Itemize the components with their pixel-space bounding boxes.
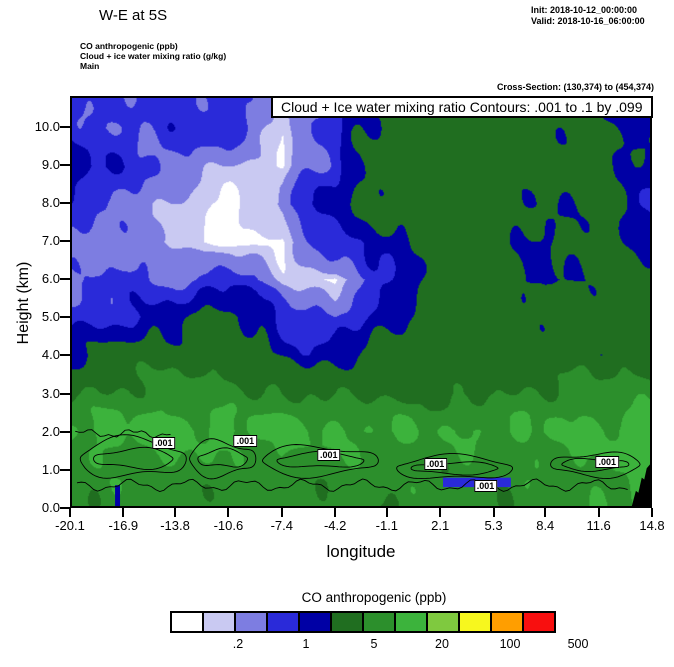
legend-swatch (170, 611, 204, 633)
x-tick-mark (227, 508, 230, 517)
legend-swatch (298, 611, 332, 633)
legend-boundary-label: 100 (499, 637, 521, 651)
field-line-cloud: Cloud + ice water mixing ratio (g/kg) (80, 51, 227, 61)
legend-swatch (362, 611, 396, 633)
x-tick-label: 2.1 (431, 518, 450, 533)
x-tick-label: 8.4 (536, 518, 555, 533)
cloud-contour-line (410, 461, 499, 476)
y-tick-label: 2.0 (41, 423, 60, 439)
terrain-silhouette (631, 464, 650, 506)
x-tick-label: -10.6 (213, 518, 244, 533)
contour-info-box: Cloud + Ice water mixing ratio Contours:… (271, 95, 653, 118)
x-tick-mark (651, 508, 653, 517)
legend-swatch (458, 611, 492, 633)
plot-area: Cloud + Ice water mixing ratio Contours:… (70, 95, 653, 508)
y-tick-mark (60, 316, 70, 319)
legend-swatch (330, 611, 364, 633)
y-tick-mark (60, 278, 70, 281)
x-tick-label: 5.3 (484, 518, 503, 533)
y-tick-mark (60, 163, 70, 166)
y-tick-mark (60, 125, 70, 128)
y-tick-mark (60, 239, 70, 242)
x-tick-label: -4.2 (323, 518, 347, 533)
x-tick-mark (174, 508, 177, 517)
legend-swatch (522, 611, 556, 633)
contour-value-label: .001 (423, 458, 448, 471)
co-detail-patch (115, 485, 121, 506)
y-tick-mark (60, 392, 70, 395)
legend-colorbar (170, 611, 556, 633)
legend-swatch (394, 611, 428, 633)
legend-swatch (202, 611, 236, 633)
init-time-text: Init: 2018-10-12_00:00:00 (531, 5, 638, 15)
cloud-contour-line (76, 478, 628, 493)
x-tick-label: -16.9 (108, 518, 139, 533)
contour-value-label: .001 (233, 435, 258, 448)
field-line-co: CO anthropogenic (ppb) (80, 41, 178, 51)
y-tick-mark (60, 507, 70, 509)
legend-swatch (490, 611, 524, 633)
legend-swatch (234, 611, 268, 633)
x-tick-mark (122, 508, 125, 517)
x-tick-mark (385, 508, 388, 517)
x-axis-title: longitude (326, 542, 396, 561)
x-tick-label: -20.1 (55, 518, 85, 533)
legend-swatch (426, 611, 460, 633)
page-title: W-E at 5S (99, 7, 168, 24)
y-tick-label: 10.0 (34, 118, 60, 134)
field-description-block: CO anthropogenic (ppb) Cloud + ice water… (80, 41, 226, 71)
legend-swatch (266, 611, 300, 633)
x-tick-label: -13.8 (160, 518, 190, 533)
contour-value-label: .001 (317, 448, 341, 461)
y-tick-label: 7.0 (41, 232, 60, 248)
y-tick-label: 5.0 (41, 309, 60, 325)
x-tick-mark (439, 508, 442, 517)
legend-boundary-label: .2 (232, 637, 244, 651)
contour-value-label: .001 (151, 437, 176, 450)
init-valid-block: Init: 2018-10-12_00:00:00 Valid: 2018-10… (531, 5, 645, 27)
x-tick-label: -7.4 (270, 518, 293, 533)
x-tick-mark (597, 508, 600, 517)
legend-boundary-label: 20 (435, 637, 449, 651)
cloud-contour-line (197, 447, 249, 468)
contour-value-label: .001 (595, 455, 620, 468)
y-tick-label: 0.0 (41, 500, 60, 515)
y-tick-mark (60, 354, 70, 357)
x-tick-mark (544, 508, 547, 517)
y-tick-label: 6.0 (41, 271, 60, 287)
y-axis-title: Height (km) (15, 261, 32, 345)
legend-title: CO anthropogenic (ppb) (301, 590, 447, 605)
cloud-contour-line (550, 451, 641, 480)
cross-section-label: Cross-Section: (130,374) to (454,374) (496, 82, 654, 92)
legend-boundary-label: 1 (302, 637, 310, 651)
legend-boundary-label: 5 (370, 637, 378, 651)
x-tick-mark (492, 508, 495, 517)
y-tick-label: 1.0 (41, 461, 60, 477)
contour-value-label: .001 (473, 479, 498, 492)
cloud-contour-line (262, 444, 379, 479)
y-tick-label: 3.0 (41, 385, 60, 401)
valid-time-text: Valid: 2018-10-16_06:00:00 (531, 16, 645, 26)
x-tick-label: 11.6 (586, 518, 611, 533)
x-tick-mark (69, 508, 71, 517)
x-tick-label: -1.1 (375, 518, 399, 533)
x-tick-label: 14.8 (639, 518, 665, 533)
y-tick-mark (60, 468, 70, 471)
y-tick-label: 8.0 (41, 194, 60, 210)
y-tick-mark (60, 201, 70, 204)
cloud-contour-line (396, 453, 514, 480)
x-tick-mark (280, 508, 283, 517)
legend-boundary-label: 500 (567, 637, 589, 651)
y-tick-mark (60, 430, 70, 433)
field-line-main: Main (80, 61, 100, 71)
cloud-contour-line (276, 450, 365, 468)
cloud-contour-line (189, 438, 257, 480)
cloud-contour-line (93, 446, 174, 471)
y-tick-label: 9.0 (41, 156, 60, 172)
x-tick-mark (334, 508, 337, 517)
y-tick-label: 4.0 (41, 347, 60, 363)
